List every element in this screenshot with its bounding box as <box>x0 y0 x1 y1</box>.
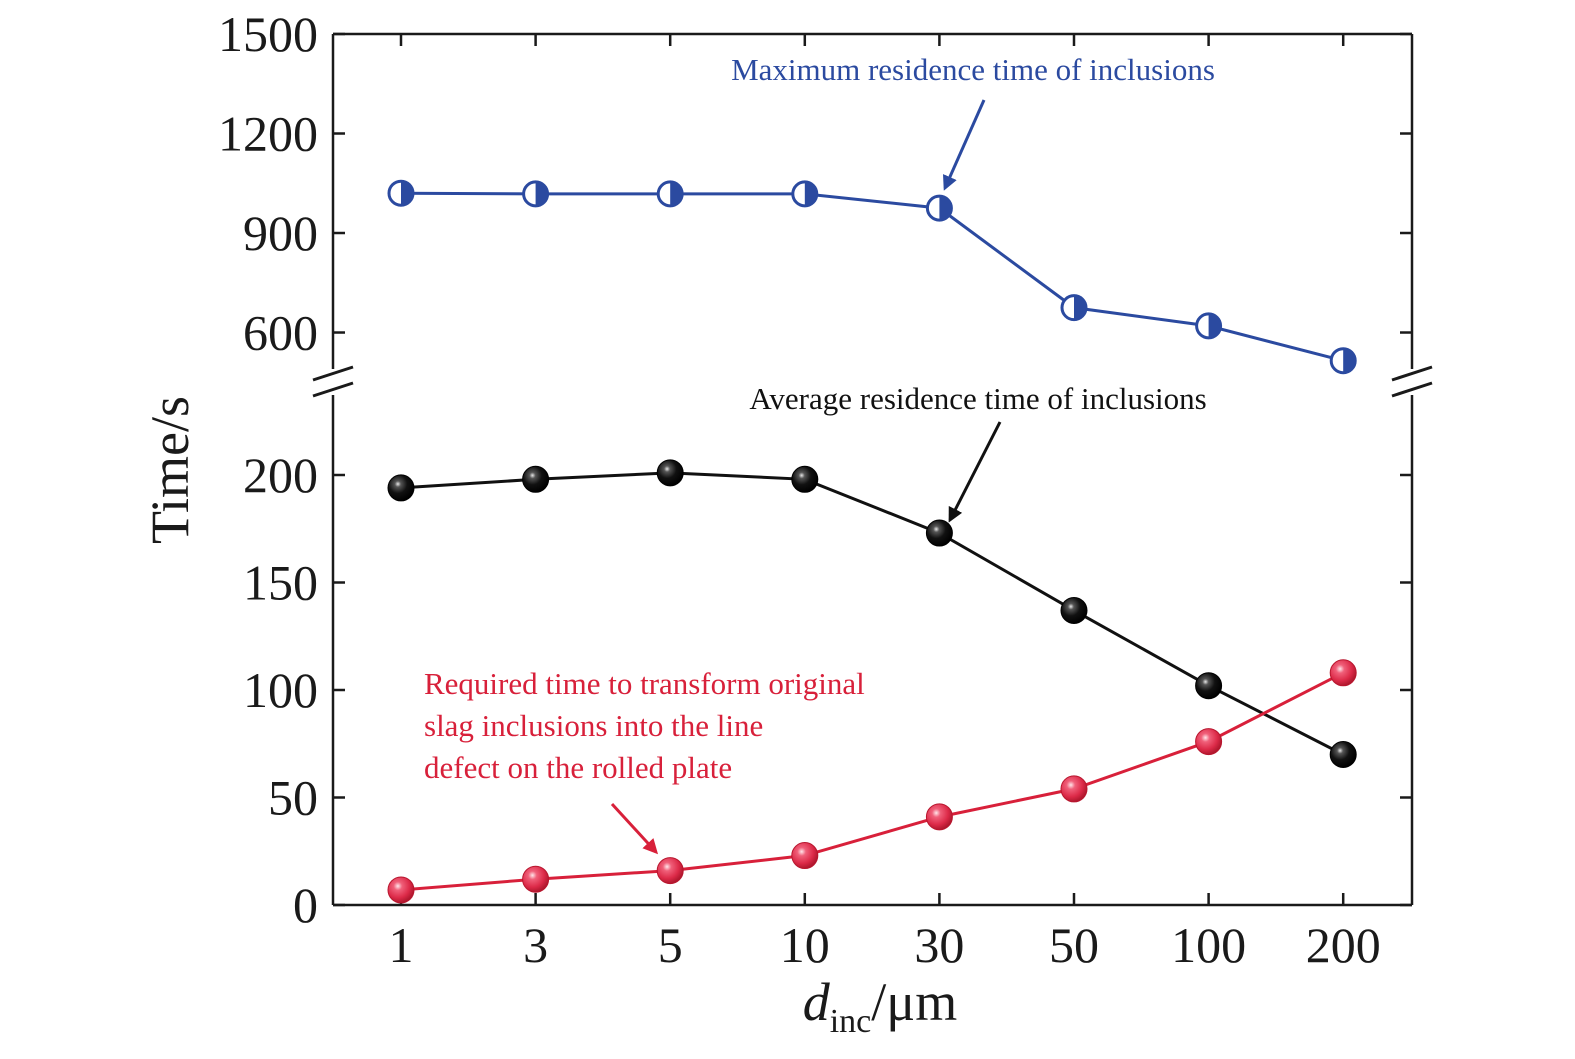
series-line-max <box>400 191 1344 363</box>
data-point-avg <box>1329 741 1357 768</box>
data-point-req <box>1195 728 1223 756</box>
data-point-avg <box>925 519 953 547</box>
annotation-req-line3: defect on the rolled plate <box>424 750 732 785</box>
y-tick-label-upper: 900 <box>243 205 318 261</box>
ticks: 1 3 5 10 30 50 100 200 600 900 1200 1500 0 50 100 150 20… <box>218 6 1412 973</box>
x-axis-title: dinc/μm <box>803 972 958 1040</box>
data-point-req <box>387 876 415 904</box>
x-tick-label: 10 <box>780 917 830 973</box>
x-tick-label: 5 <box>658 917 683 973</box>
x-tick-label: 1 <box>389 917 414 973</box>
arrow-max <box>943 99 986 191</box>
y-tick-label-lower: 0 <box>293 877 318 933</box>
series-line-avg <box>400 471 1344 756</box>
data-point-max <box>1060 294 1088 322</box>
data-point-req <box>1060 775 1088 803</box>
x-tick-label: 50 <box>1049 917 1099 973</box>
y-axis-title: Time/s <box>140 396 200 544</box>
data-point-avg <box>1060 596 1088 624</box>
series-line-req <box>400 671 1344 892</box>
arrow-req <box>610 802 659 855</box>
y-tick-label-upper: 1200 <box>218 106 318 162</box>
y-tick-label-lower: 150 <box>243 555 318 611</box>
annotation-req-line2: slag inclusions into the line <box>424 708 763 743</box>
data-point-req <box>791 842 819 870</box>
data-point-max <box>1195 312 1223 340</box>
x-axis-title-var: d <box>803 972 831 1032</box>
data-point-req <box>925 803 953 831</box>
data-point-max <box>925 194 953 222</box>
annotation-max: Maximum residence time of inclusions <box>731 52 1215 87</box>
data-point-avg <box>791 465 819 493</box>
data-point-avg <box>387 474 415 502</box>
data-point-req <box>522 865 550 893</box>
x-tick-label: 3 <box>523 917 548 973</box>
data-point-req <box>656 857 684 885</box>
x-tick-label: 30 <box>914 917 964 973</box>
data-point-avg <box>522 465 550 493</box>
y-tick-label-lower: 200 <box>243 447 318 503</box>
data-point-max <box>387 179 415 207</box>
data-point-max <box>522 180 550 208</box>
axis-break-left <box>312 365 354 398</box>
annotation-avg: Average residence time of inclusions <box>749 381 1206 416</box>
y-tick-label-lower: 50 <box>268 770 318 826</box>
data-point-max <box>791 180 819 208</box>
data-point-avg <box>656 459 684 487</box>
data-point-max <box>656 180 684 208</box>
data-point-req <box>1329 659 1357 687</box>
data-point-max <box>1329 347 1357 375</box>
data-point-avg <box>1195 672 1223 700</box>
x-tick-label: 200 <box>1306 917 1381 973</box>
y-tick-label-upper: 1500 <box>218 6 318 62</box>
arrow-avg <box>948 421 1002 523</box>
axis-break-right <box>1391 365 1433 398</box>
x-axis-title-unit: /μm <box>871 972 957 1032</box>
x-tick-label: 100 <box>1171 917 1246 973</box>
y-tick-label-upper: 600 <box>243 305 318 361</box>
series <box>387 179 1357 904</box>
annotation-req-line1: Required time to transform original <box>424 666 865 701</box>
x-axis-title-sub: inc <box>830 1003 872 1040</box>
y-tick-label-lower: 100 <box>243 662 318 718</box>
